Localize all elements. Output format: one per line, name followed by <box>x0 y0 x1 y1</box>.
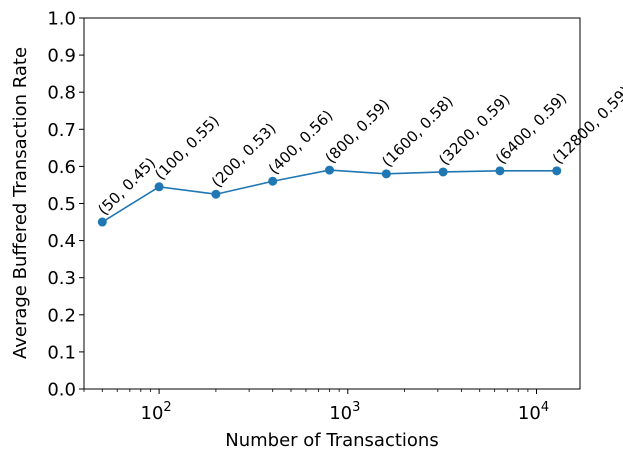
x-tick-label: 103 <box>329 400 360 424</box>
data-point <box>552 166 562 176</box>
y-tick-label: 0.3 <box>47 268 76 289</box>
y-tick-label: 0.1 <box>47 342 76 363</box>
series-layer <box>97 165 562 227</box>
x-axis-label: Number of Transactions <box>225 430 438 451</box>
x-tick-label: 102 <box>141 400 172 424</box>
plot-area <box>84 18 580 389</box>
y-tick-label: 0.5 <box>47 194 76 215</box>
plot-frame <box>83 17 581 390</box>
y-tick-label: 0.9 <box>47 46 76 67</box>
x-tick-label: 104 <box>518 400 549 424</box>
y-tick-label: 0.6 <box>47 157 76 178</box>
y-tick-label: 1.0 <box>47 9 76 30</box>
y-tick-label: 0.2 <box>47 305 76 326</box>
y-tick-label: 0.7 <box>47 120 76 141</box>
y-tick-label: 0.0 <box>47 380 76 401</box>
axes-layer: 0.0 0.1 0.2 0.3 0.4 0.5 0.6 0.7 0.8 0.9 1.0 102 103 1… <box>47 9 581 424</box>
data-point <box>211 189 221 199</box>
y-tick-label: 0.8 <box>47 83 76 104</box>
data-point <box>325 165 335 175</box>
y-tick-label: 0.4 <box>47 231 76 252</box>
data-point <box>438 167 448 177</box>
data-point <box>268 176 278 186</box>
y-axis-label: Average Buffered Transaction Rate <box>10 47 31 359</box>
data-point <box>381 169 391 179</box>
data-point <box>495 166 505 176</box>
data-point <box>97 217 107 227</box>
data-point <box>154 182 164 192</box>
